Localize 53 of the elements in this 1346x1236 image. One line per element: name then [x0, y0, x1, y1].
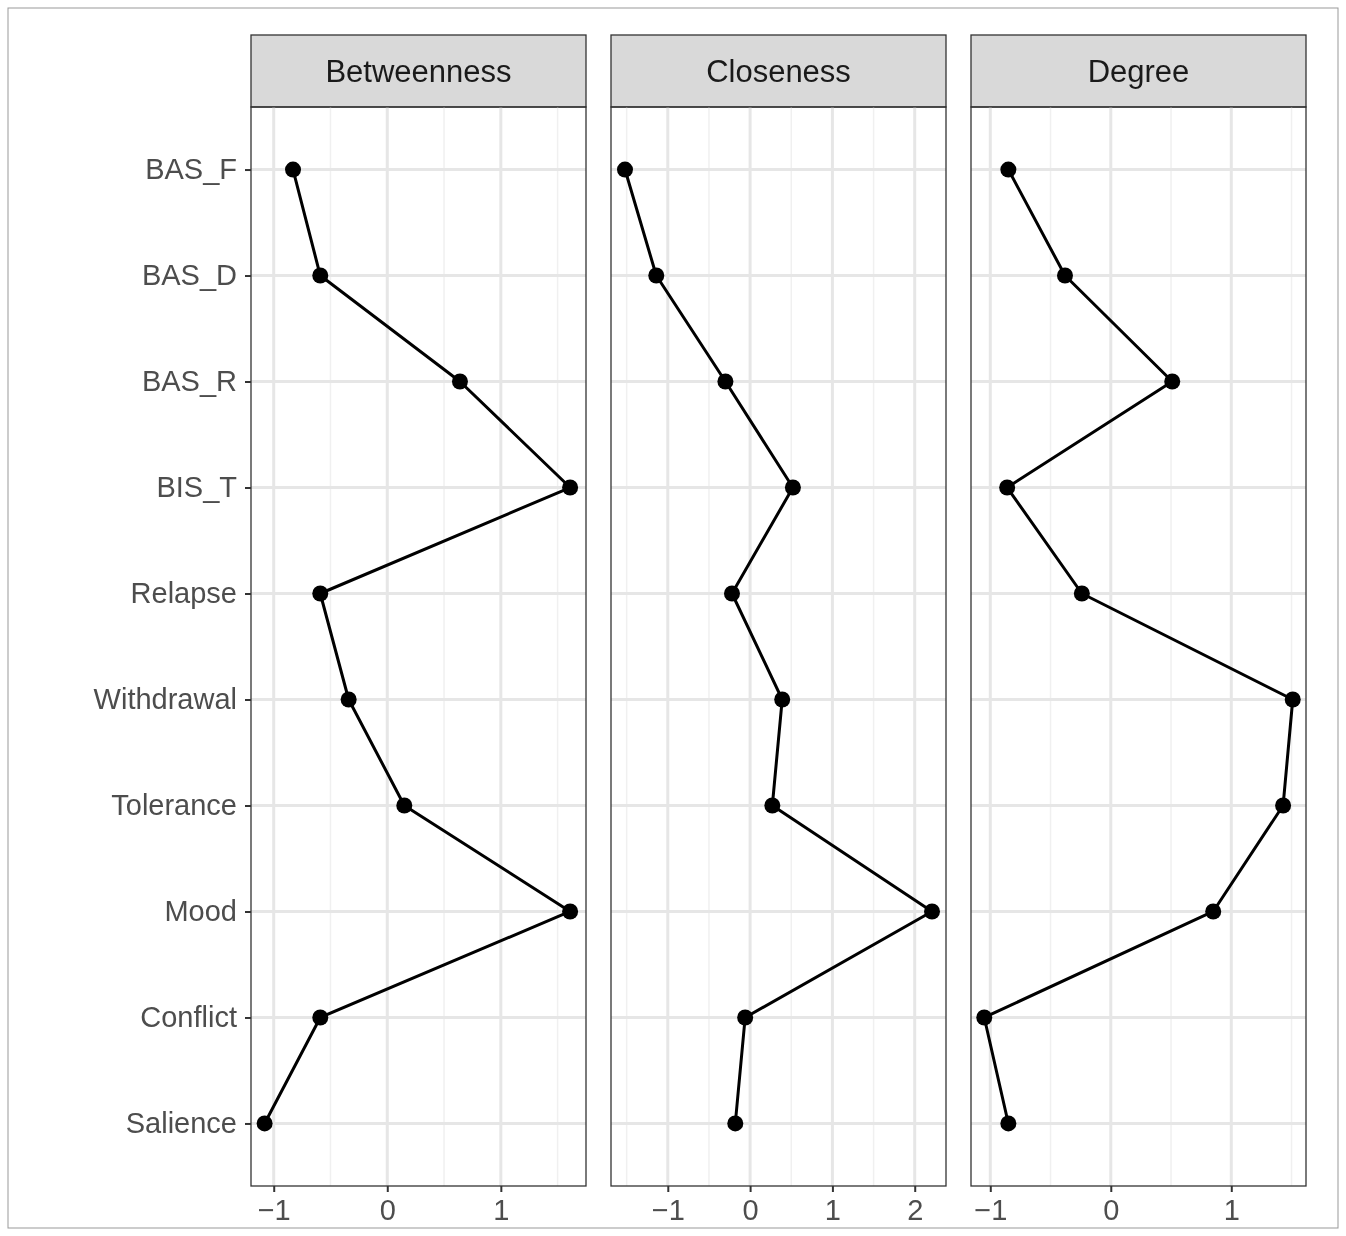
- point: [285, 161, 302, 178]
- y-tick-label: BIS_T: [156, 471, 238, 504]
- chart-title: Closeness: [706, 54, 851, 89]
- point: [774, 691, 791, 708]
- point: [1275, 797, 1292, 814]
- point: [648, 267, 665, 284]
- y-tick-label: Relapse: [130, 577, 237, 610]
- x-tick-label: −1: [974, 1193, 1008, 1226]
- y-tick-label: BAS_R: [141, 365, 237, 398]
- point: [737, 1009, 754, 1026]
- y-tick-label: Withdrawal: [93, 683, 237, 716]
- x-tick-label: 1: [824, 1193, 841, 1226]
- point: [340, 691, 357, 708]
- point: [451, 373, 468, 390]
- x-tick-label: 1: [493, 1193, 510, 1226]
- point: [256, 1115, 273, 1132]
- chart-title: Degree: [1087, 54, 1190, 89]
- x-tick-label: 0: [1103, 1193, 1120, 1226]
- point: [724, 585, 740, 602]
- point: [999, 479, 1016, 496]
- point: [1000, 1115, 1017, 1132]
- point: [764, 797, 781, 814]
- point: [784, 479, 801, 496]
- x-tick-label: 0: [742, 1193, 759, 1226]
- point: [1164, 373, 1181, 390]
- point: [312, 585, 329, 602]
- y-tick-label: Salience: [125, 1107, 237, 1140]
- point: [1284, 691, 1301, 708]
- y-tick-label: Tolerance: [111, 789, 237, 822]
- chart-title: Betweenness: [325, 54, 512, 89]
- y-tick-label: Mood: [164, 895, 237, 928]
- y-tick-label: BAS_D: [141, 259, 237, 292]
- point: [312, 1009, 329, 1026]
- x-tick-label: −1: [257, 1193, 291, 1226]
- point: [616, 161, 633, 178]
- point: [562, 479, 579, 496]
- point: [312, 267, 329, 284]
- x-tick-label: 0: [379, 1193, 396, 1226]
- point: [727, 1115, 744, 1132]
- point: [1205, 903, 1222, 920]
- point: [1073, 585, 1090, 602]
- point: [717, 373, 734, 390]
- x-tick-label: 1: [1223, 1193, 1240, 1226]
- point: [396, 797, 413, 814]
- point: [976, 1009, 993, 1026]
- point: [924, 903, 941, 920]
- point: [562, 903, 579, 920]
- x-tick-label: 2: [907, 1193, 924, 1226]
- x-tick-label: −1: [651, 1193, 685, 1226]
- y-tick-label: Conflict: [140, 1001, 237, 1034]
- point: [1000, 161, 1017, 178]
- point: [1056, 267, 1073, 284]
- y-tick-label: BAS_F: [145, 153, 237, 186]
